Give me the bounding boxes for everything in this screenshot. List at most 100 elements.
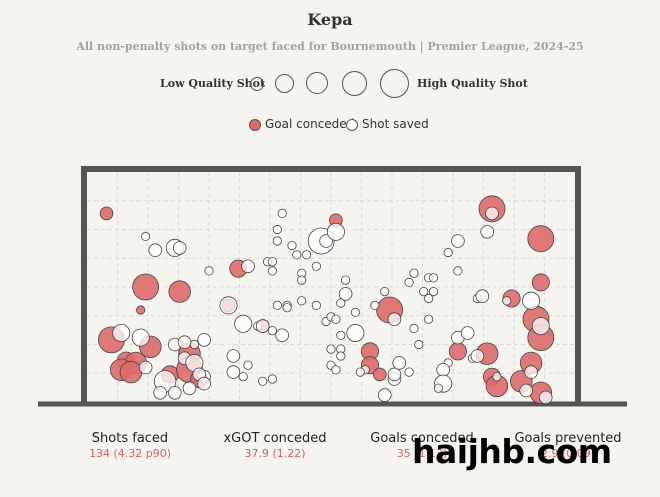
shot-saved-point (112, 323, 131, 342)
shot-goal-point (132, 273, 160, 301)
shot-saved-point (182, 381, 197, 396)
shot-saved-point (502, 296, 512, 306)
shot-saved-point (392, 356, 407, 370)
stat-value: 2.9 (0.09) (540, 447, 596, 460)
shot-saved-point (485, 206, 499, 221)
size-legend-circle-2 (275, 74, 294, 93)
shot-saved-point (475, 289, 490, 304)
shot-saved-point (189, 339, 199, 350)
shot-saved-point (272, 236, 282, 246)
shot-saved-point (197, 376, 211, 391)
size-legend-low-label: Low Quality Shot (160, 77, 266, 90)
shot-saved-point (168, 385, 182, 400)
shot-saved-point (131, 328, 150, 347)
size-legend: Low Quality Shot High Quality Shot (0, 69, 660, 98)
size-legend-circle-4 (342, 71, 367, 96)
shot-saved-point (272, 224, 282, 235)
watermark-text: haijhb.com (412, 432, 612, 471)
shot-saved-point (241, 259, 255, 274)
stat-goals-conceded: Goals conceded 35 (1.13) (347, 431, 497, 460)
stat-label: Goals prevented (514, 431, 622, 446)
size-legend-circle-1 (250, 77, 264, 91)
chart-title: Kepa (307, 10, 353, 29)
shot-saved-point (219, 296, 238, 315)
shot-saved-point (177, 335, 192, 350)
shot-saved-point (377, 388, 392, 402)
shot-goal-point (531, 273, 550, 292)
shot-saved-point (423, 293, 434, 304)
shot-saved-point (336, 351, 346, 361)
shot-saved-point (436, 362, 451, 377)
shot-saved-point (311, 261, 321, 271)
stat-value: 37.9 (1.22) (244, 447, 306, 460)
shot-saved-point (153, 385, 168, 400)
shot-saved-point (451, 234, 465, 248)
shot-saved-point (519, 383, 533, 398)
goal-legend-dot (249, 119, 261, 131)
shot-saved-point (480, 225, 495, 239)
shot-saved-point (172, 241, 187, 255)
stat-value: 35 (1.13) (396, 447, 448, 460)
shot-saved-point (331, 365, 341, 375)
shot-saved-point (326, 222, 345, 241)
shot-saved-point (272, 300, 282, 310)
shot-goal-point (136, 305, 146, 315)
shot-saved-point (433, 383, 443, 393)
shot-saved-point (258, 376, 268, 386)
shot-saved-point (538, 390, 553, 405)
shot-saved-point (404, 277, 414, 287)
shot-saved-point (226, 349, 241, 363)
shot-goal-point (527, 225, 555, 253)
shot-saved-point (404, 367, 414, 377)
stat-value: 134 (4.32 p90) (88, 447, 172, 460)
shot-saved-point (148, 243, 163, 258)
shot-saved-point (331, 314, 341, 324)
shot-saved-point (380, 286, 390, 297)
shot-saved-point (355, 367, 365, 377)
shot-saved-point (470, 349, 485, 363)
shot-goal-point (448, 342, 467, 361)
shot-saved-point (243, 360, 253, 370)
shot-saved-point (226, 365, 241, 379)
size-legend-circle-3 (306, 72, 328, 94)
shot-goal-point (168, 280, 191, 303)
shot-saved-point (350, 307, 360, 317)
color-legend: Goal conceded Shot saved (0, 117, 660, 135)
shot-saved-point (238, 372, 248, 382)
shot-saved-point (531, 317, 550, 336)
shot-saved-point (340, 275, 351, 285)
goal-legend-label: Goal conceded (265, 117, 355, 131)
shot-saved-point (267, 266, 277, 276)
shot-saved-point (141, 231, 151, 241)
shot-saved-point (275, 328, 290, 343)
shot-saved-point (301, 250, 312, 260)
shot-saved-point (419, 286, 429, 297)
size-legend-high-label: High Quality Shot (417, 77, 528, 90)
shot-saved-point (387, 367, 402, 382)
shot-goal-point (99, 206, 114, 221)
stat-shots-faced: Shots faced 134 (4.32 p90) (55, 431, 205, 460)
size-legend-circle-5 (380, 69, 409, 98)
stat-xgot-conceded: xGOT conceded 37.9 (1.22) (200, 431, 350, 460)
shot-saved-point (336, 298, 346, 308)
shot-saved-point (423, 314, 434, 324)
shot-saved-point (414, 339, 424, 350)
shot-saved-point (311, 300, 321, 310)
goal-posts (81, 166, 581, 404)
shot-saved-point (492, 372, 502, 382)
stat-label: Shots faced (91, 431, 169, 446)
shot-saved-point (287, 241, 297, 251)
shot-saved-point (522, 291, 541, 310)
shot-saved-point (524, 365, 538, 379)
shot-saved-point (409, 268, 419, 278)
shot-saved-point (326, 344, 336, 354)
shot-saved-point (297, 296, 307, 306)
shot-saved-point (282, 303, 292, 313)
shot-saved-point (255, 319, 270, 333)
shot-saved-point (428, 286, 439, 297)
shot-saved-point (138, 360, 153, 375)
stat-label: xGOT conceded (223, 431, 327, 446)
shot-saved-point (297, 275, 307, 285)
shot-saved-point (197, 333, 211, 347)
shot-goal-point (119, 360, 143, 384)
